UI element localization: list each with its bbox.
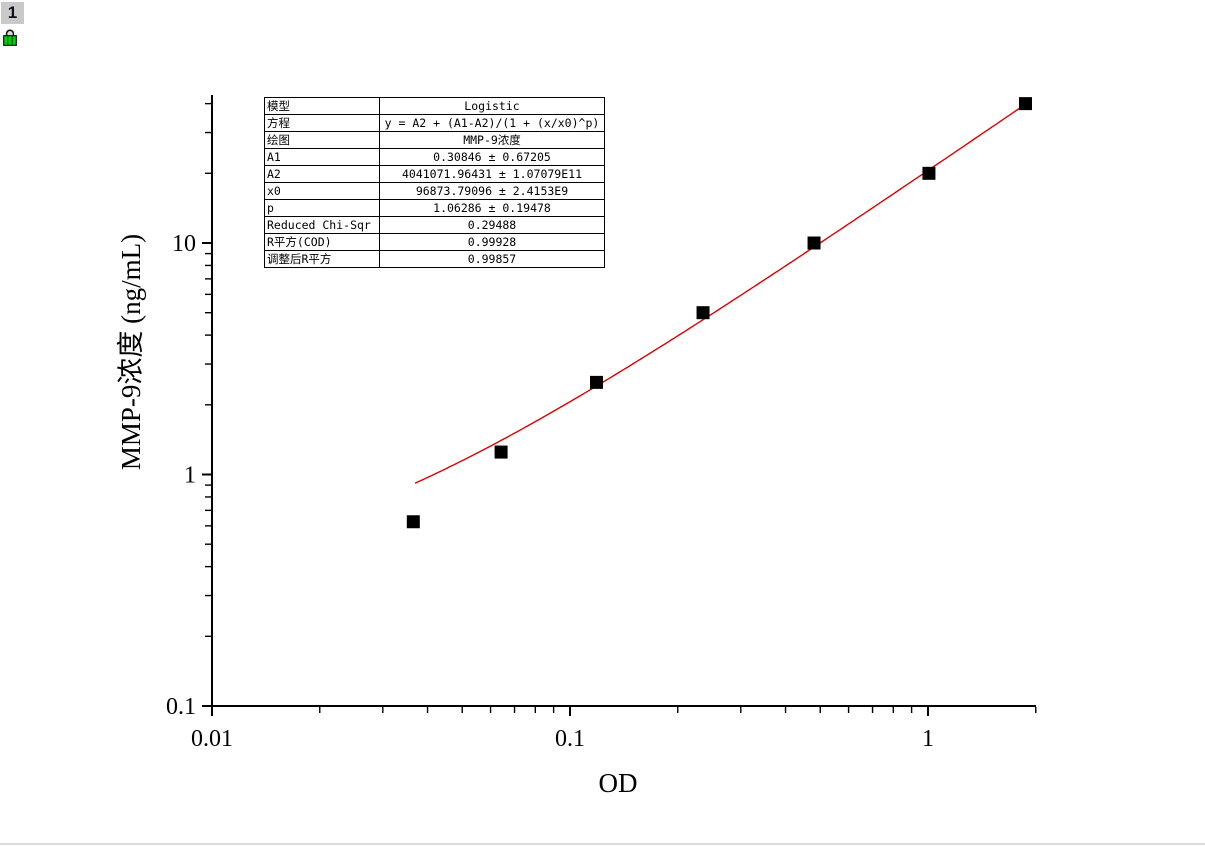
fit-table-row: 方程 y = A2 + (A1-A2)/(1 + (x/x0)^p) — [264, 114, 605, 132]
data-point-marker[interactable] — [1018, 97, 1032, 111]
fit-table-row: x0 96873.79096 ± 2.4153E9 — [264, 182, 605, 200]
x-axis-title: OD — [599, 768, 638, 798]
fit-param-label: 绘图 — [264, 131, 380, 149]
fit-table-row: 绘图 MMP-9浓度 — [264, 131, 605, 149]
y-tick-label: 1 — [184, 463, 196, 489]
fit-table-row: 模型 Logistic — [264, 97, 605, 115]
layer-number: 1 — [7, 3, 18, 22]
fit-table-row: Reduced Chi-Sqr 0.29488 — [264, 216, 605, 234]
fit-param-value: 0.29488 — [379, 216, 605, 234]
x-tick-label: 1 — [922, 726, 934, 752]
fit-param-label: A2 — [264, 165, 380, 183]
lock-icon[interactable] — [3, 29, 17, 46]
y-axis-title: MMP-9浓度 (ng/mL) — [116, 234, 146, 470]
x-tick-label: 0.01 — [191, 726, 233, 752]
fit-param-value: y = A2 + (A1-A2)/(1 + (x/x0)^p) — [379, 114, 605, 132]
y-tick-label: 0.1 — [166, 694, 196, 720]
fit-table-row: R平方(COD) 0.99928 — [264, 233, 605, 251]
bottom-window-edge — [0, 843, 1205, 845]
fit-param-value: 0.99928 — [379, 233, 605, 251]
data-point-marker[interactable] — [590, 375, 604, 389]
fit-param-label: x0 — [264, 182, 380, 200]
fit-param-label: 方程 — [264, 114, 380, 132]
data-point-marker[interactable] — [922, 166, 936, 180]
fit-param-value: 96873.79096 ± 2.4153E9 — [379, 182, 605, 200]
data-point-marker[interactable] — [494, 445, 508, 459]
layer-1-badge[interactable]: 1 — [1, 2, 24, 24]
fit-table-row: p 1.06286 ± 0.19478 — [264, 199, 605, 217]
data-point-marker[interactable] — [807, 236, 821, 250]
y-tick-label: 10 — [172, 231, 196, 257]
fit-results-table[interactable]: 模型 Logistic 方程 y = A2 + (A1-A2)/(1 + (x/x0… — [264, 97, 605, 268]
fit-param-label: Reduced Chi-Sqr — [264, 216, 380, 234]
fit-param-value: 0.99857 — [379, 250, 605, 268]
fit-param-label: 模型 — [264, 97, 380, 115]
fit-param-value: MMP-9浓度 — [379, 131, 605, 149]
x-tick-label: 0.1 — [555, 726, 585, 752]
fit-param-label: p — [264, 199, 380, 217]
fit-curve — [414, 105, 1024, 484]
fit-param-value: 4041071.96431 ± 1.07079E11 — [379, 165, 605, 183]
fit-param-value: Logistic — [379, 97, 605, 115]
data-point-marker[interactable] — [696, 306, 710, 320]
fit-param-label: 调整后R平方 — [264, 250, 380, 268]
fit-param-value: 1.06286 ± 0.19478 — [379, 199, 605, 217]
fit-param-label: R平方(COD) — [264, 233, 380, 251]
fit-param-label: A1 — [264, 148, 380, 166]
fit-table-row: A2 4041071.96431 ± 1.07079E11 — [264, 165, 605, 183]
data-point-marker[interactable] — [406, 515, 420, 529]
fit-table-row: A1 0.30846 ± 0.67205 — [264, 148, 605, 166]
fit-table-row: 调整后R平方 0.99857 — [264, 250, 605, 268]
fit-param-value: 0.30846 ± 0.67205 — [379, 148, 605, 166]
